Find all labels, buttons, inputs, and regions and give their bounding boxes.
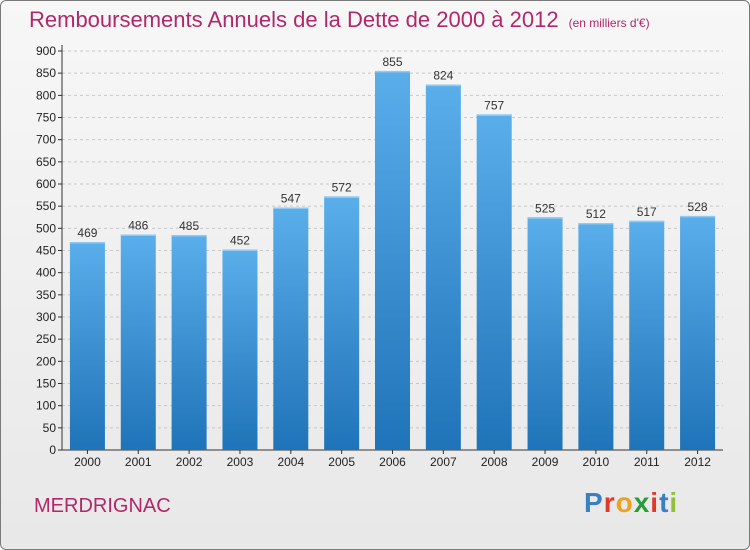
- data-label-2004: 547: [281, 191, 301, 205]
- bar-top-edge: [425, 84, 461, 87]
- y-tick-label: 600: [36, 177, 56, 191]
- y-tick-label: 850: [36, 66, 56, 80]
- label-layer: 469 2000 486 2001 485 2002 452 2003 547 2004 572 20…: [74, 55, 711, 469]
- bar-top-edge: [69, 242, 105, 244]
- bar-2005: [324, 196, 360, 450]
- logo-letter: o: [615, 487, 634, 518]
- data-label-2012: 528: [688, 200, 708, 214]
- bar-top-edge: [578, 223, 614, 225]
- data-label-2008: 757: [484, 98, 504, 112]
- data-label-2003: 452: [230, 234, 250, 248]
- y-tick-label: 500: [36, 221, 56, 235]
- y-tick-label: 0: [49, 443, 56, 457]
- y-tick-label: 150: [36, 377, 56, 391]
- y-tick-label: 800: [36, 88, 56, 102]
- bar-layer: [69, 70, 716, 451]
- y-tick-label: 100: [36, 399, 56, 413]
- y-tick-label: 750: [36, 111, 56, 125]
- data-label-2006: 855: [382, 55, 402, 69]
- data-label-2009: 525: [535, 201, 555, 215]
- chart-title-text: Remboursements Annuels de la Dette de 20…: [29, 7, 559, 32]
- x-tick-label-2012: 2012: [684, 455, 711, 469]
- bar-top-edge: [222, 249, 258, 252]
- x-tick-label-2010: 2010: [583, 455, 610, 469]
- commune-name: MERDRIGNAC: [34, 495, 171, 517]
- bar-2004: [273, 207, 309, 450]
- x-tick-label-2011: 2011: [634, 455, 660, 469]
- logo-letter: x: [633, 487, 651, 518]
- y-tick-label: 350: [36, 288, 56, 302]
- bar-2006: [375, 70, 410, 450]
- bar-2003: [222, 249, 258, 450]
- data-label-2005: 572: [332, 180, 352, 194]
- bar-top-edge: [273, 207, 309, 209]
- data-label-2000: 469: [77, 226, 97, 240]
- bar-2008: [476, 114, 512, 450]
- bar-top-edge: [629, 220, 665, 223]
- y-tick-label: 400: [36, 266, 56, 280]
- bar-top-edge: [680, 215, 716, 218]
- data-label-2010: 512: [586, 207, 606, 221]
- y-tick-label: 700: [36, 133, 56, 147]
- y-tick-label: 900: [36, 44, 56, 58]
- proxiti-logo[interactable]: Proxiti: [584, 487, 678, 519]
- data-label-2007: 824: [433, 69, 453, 83]
- x-tick-label-2003: 2003: [227, 455, 254, 469]
- bar-2001: [120, 234, 156, 450]
- bar-top-edge: [324, 196, 360, 198]
- logo-letter: t: [659, 487, 670, 518]
- bar-2011: [629, 220, 665, 450]
- data-label-2011: 517: [637, 205, 657, 219]
- y-tick-label: 650: [36, 155, 56, 169]
- bar-2000: [69, 242, 105, 450]
- bar-2009: [527, 217, 563, 450]
- y-tick-label: 50: [43, 421, 57, 435]
- bar-top-edge: [120, 234, 156, 237]
- bar-2012: [680, 215, 716, 450]
- x-tick-label-2007: 2007: [430, 455, 457, 469]
- bar-2002: [171, 234, 207, 450]
- bar-top-edge: [476, 114, 512, 116]
- logo-letter: P: [584, 487, 604, 518]
- x-tick-label-2008: 2008: [481, 455, 508, 469]
- y-tick-label: 200: [36, 354, 56, 368]
- logo-letter: r: [603, 487, 616, 518]
- chart-title: Remboursements Annuels de la Dette de 20…: [29, 7, 650, 33]
- x-tick-label-2006: 2006: [379, 455, 406, 469]
- logo-letter: i: [650, 487, 660, 518]
- axis-layer: 0 50 100 150 200 250 300 350 400 450 500 550 600 650 7…: [36, 44, 723, 457]
- x-tick-label-2002: 2002: [176, 455, 203, 469]
- data-label-2002: 485: [179, 219, 199, 233]
- bar-2007: [425, 84, 461, 451]
- bar-top-edge: [375, 70, 410, 73]
- y-tick-label: 550: [36, 199, 56, 213]
- x-tick-label-2000: 2000: [74, 455, 101, 469]
- bar-2010: [578, 223, 614, 450]
- y-tick-label: 450: [36, 244, 56, 258]
- logo-letter: i: [669, 487, 679, 518]
- bar-top-edge: [171, 234, 207, 237]
- y-tick-label: 250: [36, 332, 56, 346]
- x-tick-label-2009: 2009: [532, 455, 559, 469]
- chart-subtitle: (en milliers d'€): [568, 16, 650, 30]
- y-tick-label: 300: [36, 310, 56, 324]
- bar-top-edge: [527, 217, 563, 219]
- data-label-2001: 486: [128, 219, 148, 233]
- x-tick-label-2004: 2004: [277, 455, 304, 469]
- x-tick-label-2005: 2005: [328, 455, 355, 469]
- x-tick-label-2001: 2001: [125, 455, 152, 469]
